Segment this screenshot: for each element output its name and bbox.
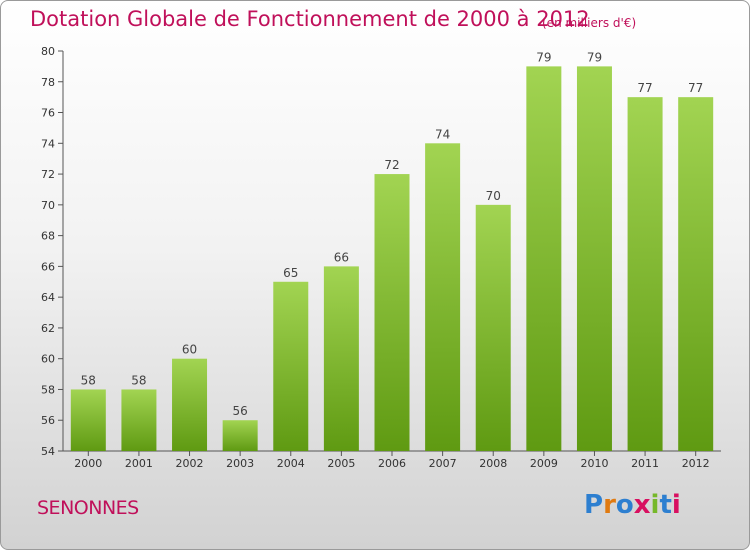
x-tick-label: 2005 xyxy=(327,457,355,470)
bar xyxy=(678,97,714,452)
y-tick-label: 70 xyxy=(41,199,55,212)
bar xyxy=(425,143,461,452)
axes: 54 56 58 60 62 64 66 68 70 72 74 76 78 80 2000 2001 2002… xyxy=(41,45,721,470)
chart-title: Dotation Globale de Fonctionnement de 20… xyxy=(30,7,590,31)
bar xyxy=(627,97,663,452)
y-tick-label: 64 xyxy=(41,291,55,304)
bars: 58 58 60 56 65 66 72 74 70 79 79 77 77 xyxy=(70,50,714,452)
y-tick-label: 66 xyxy=(41,260,55,273)
y-tick-label: 56 xyxy=(41,414,55,427)
bar xyxy=(374,174,410,452)
data-label: 79 xyxy=(536,50,551,64)
y-tick-label: 54 xyxy=(41,445,55,458)
x-tick-label: 2007 xyxy=(429,457,457,470)
y-tick-label: 76 xyxy=(41,107,55,120)
x-tick-label: 2009 xyxy=(530,457,558,470)
data-label: 74 xyxy=(435,127,450,141)
bar xyxy=(172,358,208,451)
data-label: 60 xyxy=(182,343,197,357)
x-tick-label: 2006 xyxy=(378,457,406,470)
bar xyxy=(70,389,106,451)
data-label: 58 xyxy=(81,373,96,387)
y-tick-label: 62 xyxy=(41,322,55,335)
data-label: 72 xyxy=(384,158,399,172)
data-label: 70 xyxy=(486,189,501,203)
x-tick-label: 2011 xyxy=(631,457,659,470)
bar xyxy=(323,266,359,451)
data-label: 77 xyxy=(637,81,652,95)
logo-letter: P xyxy=(584,490,604,520)
logo-letter: x xyxy=(633,490,651,520)
bar xyxy=(273,281,309,451)
logo-letter: o xyxy=(615,490,634,520)
y-tick-label: 78 xyxy=(41,76,55,89)
chart-unit: (en milliers d'€) xyxy=(542,16,637,30)
data-label: 65 xyxy=(283,266,298,280)
y-tick-label: 80 xyxy=(41,45,55,58)
logo-letter: i xyxy=(650,490,660,520)
data-label: 56 xyxy=(233,404,248,418)
proxiti-logo: Proxiti xyxy=(584,490,681,520)
x-tick-label: 2000 xyxy=(74,457,102,470)
data-label: 77 xyxy=(688,81,703,95)
data-label: 66 xyxy=(334,250,349,264)
x-tick-label: 2004 xyxy=(277,457,305,470)
y-tick-label: 68 xyxy=(41,230,55,243)
logo-letter: t xyxy=(659,490,672,520)
x-tick-label: 2012 xyxy=(682,457,710,470)
commune-name: SENONNES xyxy=(37,497,139,519)
y-tick-label: 58 xyxy=(41,383,55,396)
y-tick-label: 74 xyxy=(41,137,55,150)
logo-letter: i xyxy=(671,490,681,520)
bar xyxy=(526,66,562,451)
logo-letter: r xyxy=(603,490,616,520)
x-tick-label: 2002 xyxy=(176,457,204,470)
x-tick-label: 2010 xyxy=(580,457,608,470)
y-tick-label: 72 xyxy=(41,168,55,181)
x-tick-label: 2003 xyxy=(226,457,254,470)
data-label: 79 xyxy=(587,50,602,64)
bar xyxy=(475,204,511,451)
x-tick-label: 2008 xyxy=(479,457,507,470)
bar xyxy=(576,66,612,451)
bar xyxy=(222,420,258,451)
y-tick-label: 60 xyxy=(41,353,55,366)
x-tick-label: 2001 xyxy=(125,457,153,470)
bar xyxy=(121,389,157,451)
data-label: 58 xyxy=(131,373,146,387)
